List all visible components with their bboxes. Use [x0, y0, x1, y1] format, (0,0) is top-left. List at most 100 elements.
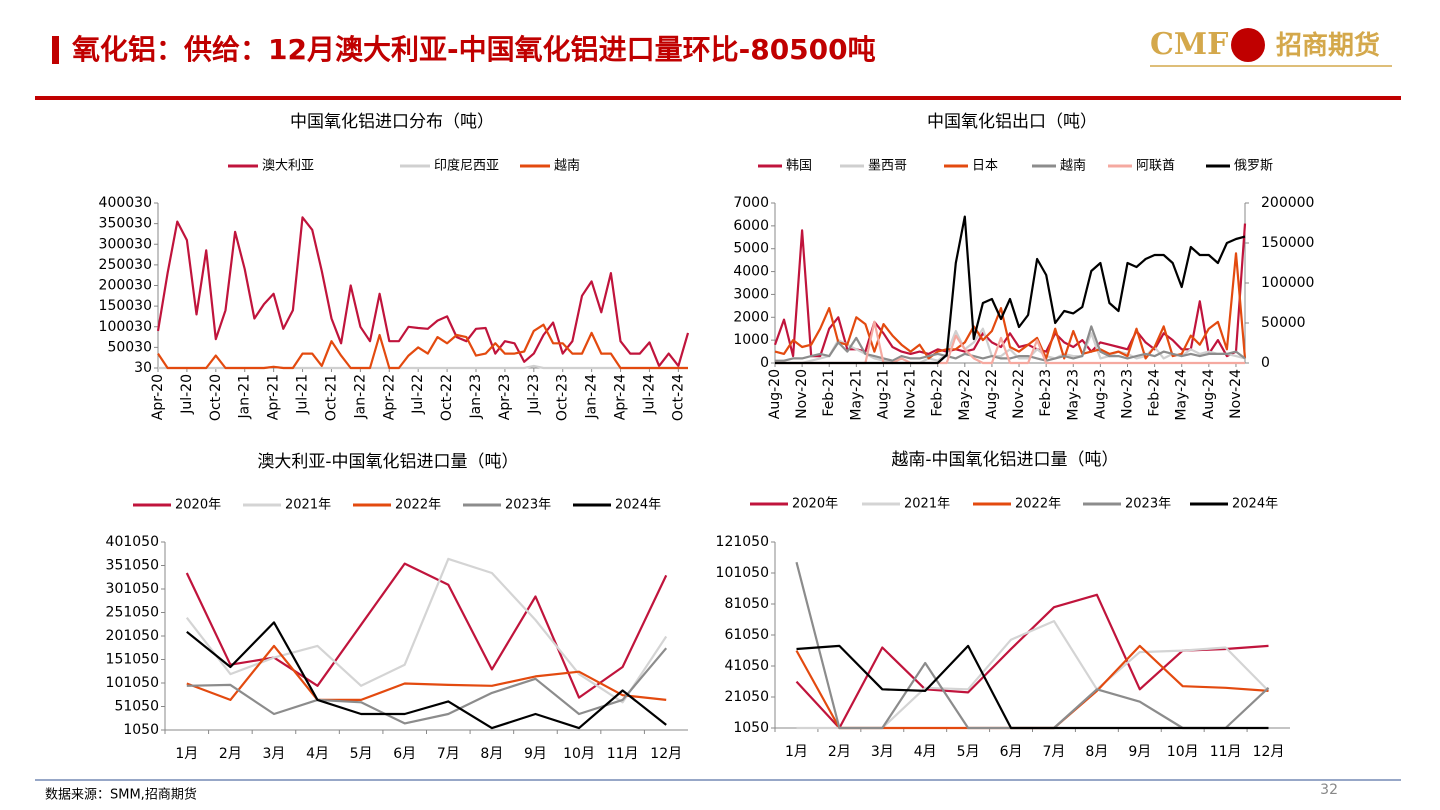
x-tick-label: Jul-21 [295, 374, 311, 415]
x-tick-label: 4月 [306, 746, 329, 762]
y-tick-label: 351050 [106, 558, 159, 574]
x-tick-label: 5月 [350, 746, 373, 762]
header-rule [35, 96, 1401, 100]
y-tick-label: 51050 [114, 699, 159, 715]
legend-label: 日本 [972, 159, 998, 174]
x-tick-label: Aug-24 [1201, 369, 1217, 419]
y-tick-label: 3000 [733, 286, 769, 302]
x-tick-label: 10月 [563, 746, 595, 762]
y-tick-label: 251050 [106, 605, 159, 621]
y-tick-label: 301050 [106, 581, 159, 597]
x-tick-label: 7月 [437, 746, 460, 762]
legend-label: 2022年 [395, 498, 441, 513]
x-tick-label: Jan-21 [237, 374, 253, 419]
legend-label: 2020年 [792, 497, 838, 512]
x-tick-label: 11月 [1210, 744, 1242, 760]
y-tick-label: 2000 [733, 309, 769, 325]
y-tick-label: 5000 [733, 241, 769, 257]
y-tick-label: 250030 [99, 257, 152, 273]
y-tick-label: 150030 [99, 298, 152, 314]
legend-label: 2020年 [175, 498, 221, 513]
y-tick-label: 300030 [99, 236, 152, 252]
x-tick-label: 1月 [785, 744, 808, 760]
series-line [186, 647, 668, 725]
y-tick-label: 121050 [716, 534, 769, 550]
y-tick-label: 200030 [99, 278, 152, 294]
series-line [186, 644, 667, 701]
y-tick-label: 401050 [106, 534, 159, 550]
x-tick-label: 2月 [828, 744, 851, 760]
x-tick-label: 7月 [1042, 744, 1065, 760]
legend-label: 俄罗斯 [1234, 159, 1273, 174]
x-tick-label: 3月 [871, 744, 894, 760]
x-tick-label: Apr-23 [497, 374, 513, 420]
x-tick-label: Jul-24 [641, 374, 657, 415]
y2-tick-label: 0 [1261, 355, 1270, 371]
x-tick-label: 12月 [650, 746, 682, 762]
x-tick-label: 4月 [914, 744, 937, 760]
series-line [185, 562, 668, 699]
y-tick-label: 101050 [716, 565, 769, 581]
y2-tick-label: 150000 [1261, 235, 1314, 251]
y-tick-label: 21050 [724, 689, 769, 705]
chart-title: 中国氧化铝出口（吨） [927, 112, 1097, 132]
legend-label: 印度尼西亚 [434, 158, 499, 174]
y-tick-label: 400030 [99, 195, 152, 211]
x-tick-label: Feb-24 [1147, 369, 1163, 417]
x-tick-label: 5月 [957, 744, 980, 760]
chart-title: 澳大利亚-中国氧化铝进口量（吨） [257, 452, 518, 472]
x-tick-label: Apr-24 [613, 374, 629, 420]
x-tick-label: 10月 [1167, 744, 1199, 760]
series-line [795, 593, 1269, 730]
y-tick-label: 61050 [724, 627, 769, 643]
page-number: 32 [1320, 782, 1338, 798]
x-tick-label: Nov-21 [903, 369, 919, 419]
legend-label: 墨西哥 [868, 159, 907, 174]
x-tick-label: 6月 [1000, 744, 1023, 760]
x-tick-label: May-24 [1174, 369, 1190, 421]
series-line [775, 327, 1246, 365]
logo-text: CMF [1150, 27, 1228, 62]
x-tick-label: Feb-21 [821, 369, 837, 417]
series-line [186, 621, 667, 730]
legend-label: 2021年 [904, 497, 950, 512]
y-tick-label: 201050 [106, 628, 159, 644]
y-tick-label: 50030 [107, 339, 152, 355]
x-tick-label: 12月 [1253, 744, 1285, 760]
x-tick-label: Nov-23 [1120, 369, 1136, 419]
slide-title: 氧化铝：供给：12月澳大利亚-中国氧化铝进口量环比-80500吨 [72, 33, 876, 66]
y2-tick-label: 200000 [1261, 195, 1314, 211]
x-tick-label: Jan-23 [468, 374, 484, 419]
title-bar [52, 36, 59, 64]
x-tick-label: Nov-24 [1228, 369, 1244, 419]
x-tick-label: Aug-21 [875, 369, 891, 419]
x-tick-label: Aug-23 [1092, 369, 1108, 419]
x-tick-label: 8月 [480, 746, 503, 762]
y2-tick-label: 100000 [1261, 275, 1314, 291]
series-line [185, 557, 668, 704]
x-tick-label: Oct-23 [555, 374, 571, 421]
series-line [157, 323, 688, 370]
x-tick-label: Aug-22 [984, 369, 1000, 419]
x-tick-label: Apr-20 [150, 374, 166, 420]
x-tick-label: Feb-22 [930, 369, 946, 417]
legend-label: 2024年 [615, 498, 661, 513]
legend-label: 2021年 [285, 498, 331, 513]
y-tick-label: 41050 [724, 658, 769, 674]
x-tick-label: Jan-22 [352, 374, 368, 419]
x-tick-label: Oct-24 [670, 374, 686, 421]
x-tick-label: Oct-20 [208, 374, 224, 421]
x-tick-label: May-21 [848, 369, 864, 421]
x-tick-label: Oct-22 [439, 374, 455, 421]
series-line [795, 644, 1269, 730]
source: 数据来源：SMM,招商期货 [45, 787, 197, 803]
y-tick-label: 30 [134, 360, 152, 376]
y2-tick-label: 50000 [1261, 315, 1306, 331]
y-tick-label: 1000 [733, 332, 769, 348]
legend-label: 阿联酋 [1136, 158, 1175, 174]
x-tick-label: 3月 [262, 746, 285, 762]
legend-label: 越南 [1060, 158, 1086, 174]
legend-label: 2023年 [1125, 497, 1171, 512]
y-tick-label: 6000 [733, 218, 769, 234]
